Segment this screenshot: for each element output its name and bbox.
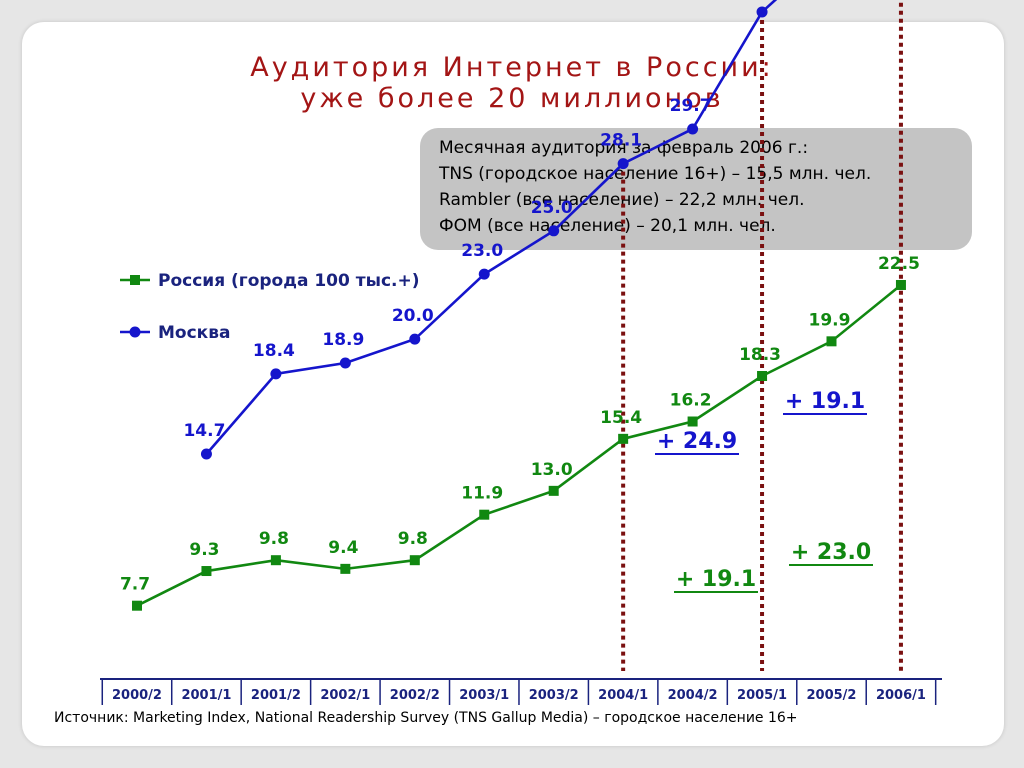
data-label-moscow: 29.7 [670, 96, 712, 116]
data-label-russia: 22.5 [878, 254, 920, 274]
growth-annotation: + 23.0 [791, 540, 871, 565]
data-label-russia: 9.8 [398, 529, 428, 549]
data-point-moscow [409, 333, 421, 345]
data-label-russia: 7.7 [120, 575, 150, 595]
x-tick-label: 2006/1 [876, 688, 926, 703]
data-label-russia: 11.9 [461, 484, 503, 504]
series-line-russia [136, 283, 902, 607]
data-label-russia: 13.0 [531, 460, 573, 480]
legend-marker-russia [130, 275, 140, 285]
legend-label-moscow: Москва [158, 323, 230, 343]
data-label-moscow: 14.7 [183, 421, 225, 441]
title-line-2: уже более 20 миллионов [300, 83, 724, 114]
info-box: Месячная аудитория за февраль 2006 г.: T… [420, 128, 972, 250]
data-point-russia [409, 555, 420, 566]
data-point-russia [618, 433, 629, 444]
data-point-moscow [617, 158, 629, 170]
data-point-moscow [687, 123, 699, 135]
data-label-russia: 16.2 [670, 391, 712, 411]
data-point-russia [826, 336, 837, 347]
x-tick-label: 2005/2 [807, 688, 857, 703]
data-point-russia [548, 485, 559, 496]
data-label-moscow: 18.9 [322, 330, 364, 350]
info-line-3: Rambler (все население) – 22,2 млн. чел. [439, 190, 805, 210]
page-title: Аудитория Интернет в России: уже более 2… [0, 52, 1024, 114]
data-label-russia: 19.9 [809, 310, 851, 330]
data-label-moscow: 25.0 [531, 198, 573, 218]
x-tick-label: 2001/2 [251, 688, 301, 703]
x-tick-label: 2002/2 [390, 688, 440, 703]
x-tick-label: 2005/1 [737, 688, 787, 703]
data-point-moscow [756, 6, 768, 18]
source-note: Источник: Marketing Index, National Read… [54, 710, 798, 726]
x-tick-label: 2000/2 [112, 688, 162, 703]
growth-annotation: + 19.1 [785, 389, 865, 414]
x-tick-label: 2003/2 [529, 688, 579, 703]
data-label-moscow: 18.4 [253, 341, 295, 361]
data-label-moscow: 20.0 [392, 306, 434, 326]
data-point-moscow [200, 448, 212, 460]
x-tick-label: 2002/1 [320, 688, 370, 703]
data-point-moscow [478, 268, 490, 280]
x-tick-label: 2001/1 [181, 688, 231, 703]
data-point-moscow [548, 225, 560, 237]
legend-label-russia: Россия (города 100 тыс.+) [158, 271, 420, 291]
data-label-russia: 9.4 [328, 538, 358, 558]
data-point-moscow [339, 357, 351, 369]
data-point-russia [132, 600, 142, 611]
x-tick-label: 2004/1 [598, 688, 648, 703]
info-line-2: TNS (городское население 16+) – 15,5 млн… [439, 164, 872, 184]
data-label-russia: 15.4 [600, 408, 642, 428]
legend-marker-moscow [129, 326, 141, 338]
data-point-russia [895, 279, 906, 290]
data-point-moscow [270, 368, 282, 380]
data-label-russia: 9.3 [189, 540, 219, 560]
data-point-russia [270, 555, 281, 566]
info-line-1: Месячная аудитория за февраль 2006 г.: [439, 138, 809, 158]
data-label-russia: 18.3 [739, 345, 781, 365]
data-point-russia [479, 509, 490, 520]
data-point-russia [340, 563, 351, 574]
data-label-moscow: 23.0 [461, 241, 503, 261]
data-point-russia [201, 566, 212, 577]
title-line-1: Аудитория Интернет в России: [250, 52, 774, 83]
info-line-4: ФОМ (все население) – 20,1 млн. чел. [439, 216, 776, 236]
x-tick-label: 2004/2 [668, 688, 718, 703]
data-label-moscow: 28.1 [600, 131, 642, 151]
x-tick-label: 2003/1 [459, 688, 509, 703]
growth-annotation: + 24.9 [657, 429, 737, 454]
data-point-russia [757, 370, 768, 381]
data-point-russia [687, 416, 698, 427]
growth-annotation: + 19.1 [676, 567, 756, 592]
data-label-russia: 9.8 [259, 529, 289, 549]
